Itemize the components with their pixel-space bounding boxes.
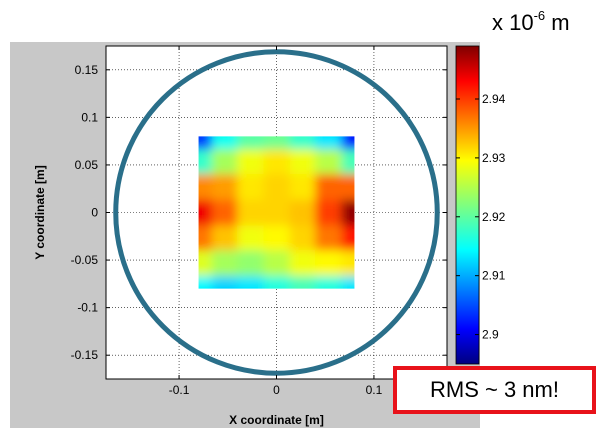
- heatmap-cell: [198, 225, 213, 252]
- heatmap-cell: [237, 225, 264, 252]
- x-tick-label: -0.1: [169, 383, 190, 397]
- heatmap-cell: [198, 174, 213, 200]
- heatmap-cell: [289, 199, 317, 226]
- y-tick-label: -0.1: [77, 301, 98, 315]
- y-tick-label: 0.05: [75, 158, 99, 172]
- heatmap-cell: [289, 136, 317, 150]
- colorbar-tick-label: 2.92: [482, 210, 506, 224]
- aperture-circle: [113, 49, 440, 376]
- heatmap-cell: [315, 199, 342, 226]
- heatmap-cell: [341, 149, 355, 176]
- heatmap-cell: [263, 225, 290, 252]
- y-axis-label: Y coordinate [m]: [33, 165, 47, 259]
- heatmap-cell: [237, 275, 264, 289]
- heatmap-cell: [263, 136, 290, 150]
- heatmap-cell: [198, 136, 213, 150]
- rms-annotation: RMS ~ 3 nm!: [393, 366, 596, 414]
- heatmap-cell: [211, 174, 239, 200]
- heatmap-cell: [315, 174, 342, 200]
- x-axis-label: X coordinate [m]: [229, 413, 324, 427]
- heatmap-cell: [237, 174, 264, 200]
- colorbar: [455, 45, 480, 365]
- heatmap-cell: [341, 136, 355, 150]
- heatmap-cells: [198, 136, 355, 289]
- y-tick-label: -0.15: [71, 348, 99, 362]
- y-tick-label: 0.15: [75, 63, 99, 77]
- x-tick-label: 0.1: [366, 383, 383, 397]
- axis-ticks: -0.1 0 0.1 0.15 0.1 0.05 0 -0.05 -0.1 -0.15: [71, 46, 447, 397]
- heatmap-cell: [341, 199, 355, 226]
- heatmap-cell: [341, 250, 355, 277]
- unit-exponent: -6: [533, 8, 546, 23]
- colorbar-unit-label: x 10-6 m: [492, 8, 570, 36]
- heatmap-cell: [263, 250, 290, 277]
- heatmap-cell: [289, 250, 317, 277]
- heatmap-cell: [315, 250, 342, 277]
- heatmap-cell: [341, 174, 355, 200]
- y-tick-label: -0.05: [71, 253, 99, 267]
- heatmap-cell: [289, 275, 317, 289]
- heatmap-cell: [198, 275, 213, 289]
- heatmap-cell: [341, 275, 355, 289]
- heatmap-cell: [211, 225, 239, 252]
- colorbar-tick-label: 2.94: [482, 92, 506, 106]
- heatmap-cell: [263, 275, 290, 289]
- heatmap-cell: [198, 149, 213, 176]
- heatmap-cell: [211, 136, 239, 150]
- heatmap-cell: [289, 225, 317, 252]
- heatmap-cell: [211, 149, 239, 176]
- heatmap-cell: [263, 199, 290, 226]
- heatmap-cell: [315, 136, 342, 150]
- colorbar-ticks: 2.94 2.93 2.92 2.91 2.9: [456, 92, 506, 342]
- heatmap-cell: [263, 174, 290, 200]
- colorbar-tick-label: 2.91: [482, 269, 506, 283]
- heatmap-cell: [315, 275, 342, 289]
- unit-suffix: m: [545, 10, 570, 35]
- x-tick-label: 0: [273, 383, 280, 397]
- y-tick-label: 0: [91, 206, 98, 220]
- heatmap-cell: [289, 149, 317, 176]
- heatmap-cell: [198, 199, 213, 226]
- heatmap-cell: [263, 149, 290, 176]
- heatmap-cell: [237, 136, 264, 150]
- heatmap-cell: [315, 149, 342, 176]
- colorbar-tick-label: 2.93: [482, 151, 506, 165]
- y-tick-label: 0.1: [81, 110, 98, 124]
- heatmap-cell: [315, 225, 342, 252]
- heatmap-cell: [211, 199, 239, 226]
- heatmap-cell: [198, 250, 213, 277]
- heatmap-surface: [198, 136, 355, 289]
- heatmap-cell: [211, 250, 239, 277]
- colorbar-tick-label: 2.9: [482, 328, 499, 342]
- unit-base: x 10: [492, 10, 534, 35]
- heatmap-cell: [237, 250, 264, 277]
- rms-annotation-text: RMS ~ 3 nm!: [430, 377, 559, 402]
- heatmap-cell: [237, 149, 264, 176]
- heatmap-cell: [289, 174, 317, 200]
- heatmap-cell: [341, 225, 355, 252]
- heatmap-cell: [211, 275, 239, 289]
- heatmap-cell: [237, 199, 264, 226]
